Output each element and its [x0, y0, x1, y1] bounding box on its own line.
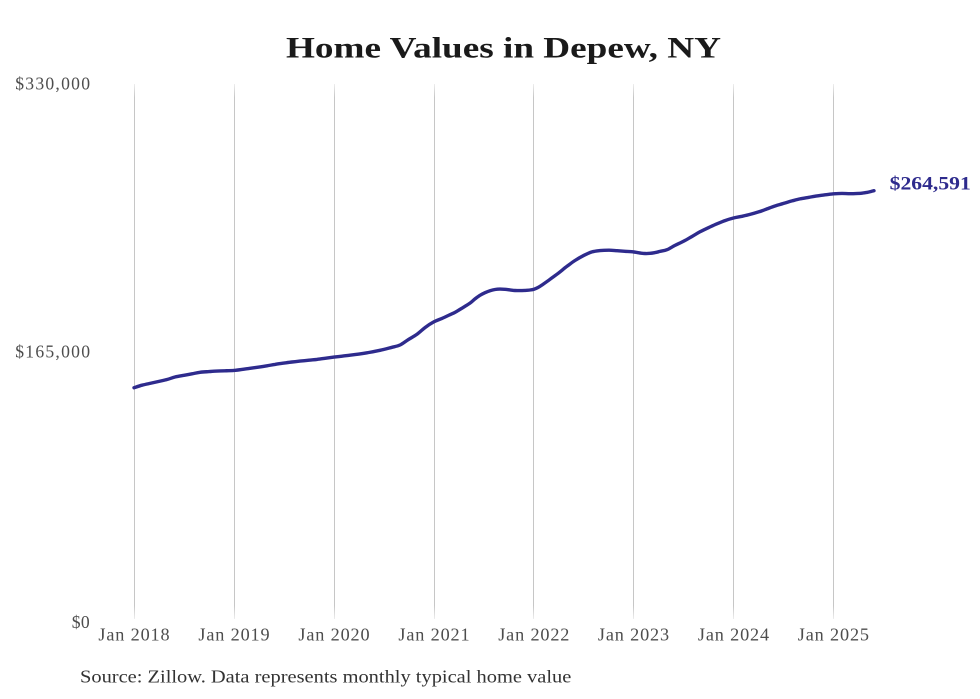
svg-text:Jan 2021: Jan 2021 — [398, 625, 469, 645]
svg-text:Jan 2020: Jan 2020 — [298, 625, 369, 645]
svg-text:$264,591: $264,591 — [890, 173, 971, 194]
svg-text:Jan 2019: Jan 2019 — [198, 625, 269, 645]
svg-text:$165,000: $165,000 — [15, 342, 90, 362]
svg-text:Jan 2025: Jan 2025 — [798, 625, 869, 645]
svg-text:$330,000: $330,000 — [15, 74, 90, 94]
svg-text:Jan 2018: Jan 2018 — [98, 625, 169, 645]
svg-text:Source: Zillow. Data represent: Source: Zillow. Data represents monthly … — [80, 667, 572, 687]
svg-text:Jan 2024: Jan 2024 — [698, 625, 769, 645]
svg-text:Jan 2023: Jan 2023 — [598, 625, 669, 645]
svg-text:Jan 2022: Jan 2022 — [498, 625, 569, 645]
svg-text:Home Values in Depew, NY: Home Values in Depew, NY — [286, 32, 721, 65]
svg-text:$0: $0 — [72, 612, 90, 632]
